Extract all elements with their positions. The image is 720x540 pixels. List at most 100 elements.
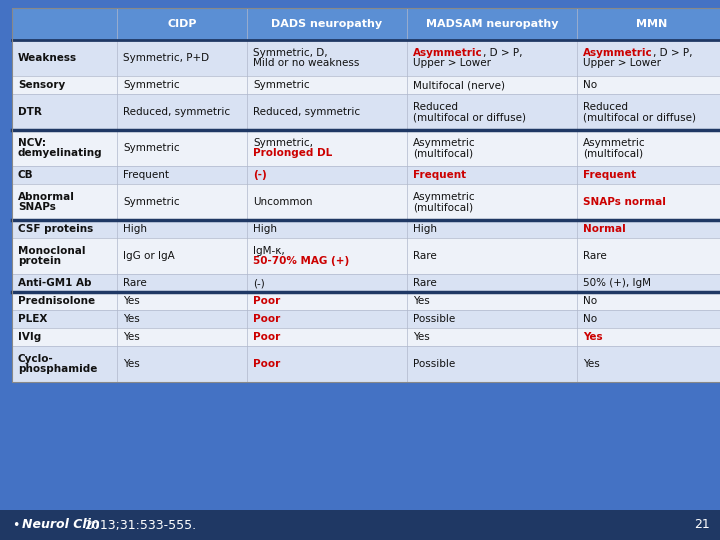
Text: Asymmetric: Asymmetric: [583, 138, 646, 148]
Text: No: No: [583, 80, 597, 90]
Bar: [247, 94, 407, 130]
Text: Normal: Normal: [583, 224, 626, 234]
Text: High: High: [123, 224, 147, 234]
Text: Frequent: Frequent: [413, 170, 466, 180]
Text: MMN: MMN: [636, 19, 667, 29]
Bar: [12, 8, 720, 382]
Bar: [12, 76, 117, 94]
Bar: [577, 8, 720, 40]
Text: Reduced: Reduced: [413, 102, 458, 112]
Bar: [247, 130, 407, 166]
Bar: [407, 76, 577, 94]
Text: 2013;31:533-555.: 2013;31:533-555.: [84, 518, 196, 531]
Text: Cyclo-: Cyclo-: [18, 354, 54, 364]
Bar: [577, 130, 720, 166]
Text: IgM-κ,: IgM-κ,: [253, 246, 284, 256]
Bar: [117, 94, 247, 130]
Text: Yes: Yes: [123, 359, 140, 369]
Text: Symmetric, D,: Symmetric, D,: [253, 48, 328, 58]
Text: Rare: Rare: [123, 278, 147, 288]
Bar: [247, 292, 407, 310]
Text: Poor: Poor: [253, 296, 280, 306]
Bar: [12, 166, 117, 184]
Text: Poor: Poor: [253, 314, 280, 324]
Bar: [247, 76, 407, 94]
Text: Symmetric: Symmetric: [123, 143, 179, 153]
Bar: [577, 40, 720, 76]
Bar: [117, 346, 247, 382]
Text: 21: 21: [694, 518, 710, 531]
Text: CB: CB: [18, 170, 34, 180]
Bar: [407, 8, 577, 40]
Text: (multifocal): (multifocal): [583, 148, 643, 158]
Text: Yes: Yes: [123, 296, 140, 306]
Text: Yes: Yes: [413, 296, 430, 306]
Text: Asymmetric: Asymmetric: [583, 48, 653, 58]
Bar: [407, 220, 577, 238]
Text: Rare: Rare: [583, 251, 607, 261]
Bar: [12, 8, 117, 40]
Text: SNAPs normal: SNAPs normal: [583, 197, 666, 207]
Bar: [577, 328, 720, 346]
Text: •: •: [12, 518, 19, 531]
Bar: [407, 238, 577, 274]
Bar: [12, 310, 117, 328]
Bar: [247, 166, 407, 184]
Bar: [12, 274, 117, 292]
Text: Possible: Possible: [413, 314, 455, 324]
Bar: [12, 94, 117, 130]
Text: SNAPs: SNAPs: [18, 202, 56, 212]
Bar: [117, 130, 247, 166]
Text: High: High: [413, 224, 437, 234]
Text: Monoclonal: Monoclonal: [18, 246, 86, 256]
Text: Poor: Poor: [253, 359, 280, 369]
Text: Rare: Rare: [413, 278, 437, 288]
Text: Frequent: Frequent: [583, 170, 636, 180]
Bar: [577, 220, 720, 238]
Text: IgG or IgA: IgG or IgA: [123, 251, 175, 261]
Text: Abnormal: Abnormal: [18, 192, 75, 202]
Bar: [577, 94, 720, 130]
Text: Yes: Yes: [123, 332, 140, 342]
Text: demyelinating: demyelinating: [18, 148, 103, 158]
Bar: [577, 310, 720, 328]
Bar: [12, 328, 117, 346]
Text: IVIg: IVIg: [18, 332, 41, 342]
Bar: [12, 238, 117, 274]
Bar: [12, 220, 117, 238]
Text: Sensory: Sensory: [18, 80, 66, 90]
Bar: [117, 166, 247, 184]
Text: MADSAM neuropathy: MADSAM neuropathy: [426, 19, 558, 29]
Bar: [577, 292, 720, 310]
Text: Asymmetric: Asymmetric: [413, 192, 476, 202]
Text: Yes: Yes: [413, 332, 430, 342]
Text: CSF proteins: CSF proteins: [18, 224, 94, 234]
Bar: [12, 130, 117, 166]
Bar: [407, 310, 577, 328]
Text: (multifocal or diffuse): (multifocal or diffuse): [413, 112, 526, 122]
Text: Anti-GM1 Ab: Anti-GM1 Ab: [18, 278, 91, 288]
Bar: [12, 346, 117, 382]
Bar: [577, 346, 720, 382]
Text: DADS neuropathy: DADS neuropathy: [271, 19, 382, 29]
Bar: [117, 328, 247, 346]
Text: Asymmetric: Asymmetric: [413, 138, 476, 148]
Text: Reduced: Reduced: [583, 102, 628, 112]
Bar: [247, 328, 407, 346]
Bar: [247, 8, 407, 40]
Bar: [407, 346, 577, 382]
Bar: [407, 274, 577, 292]
Bar: [577, 76, 720, 94]
Text: PLEX: PLEX: [18, 314, 48, 324]
Bar: [117, 238, 247, 274]
Text: Frequent: Frequent: [123, 170, 169, 180]
Text: Symmetric,: Symmetric,: [253, 138, 313, 148]
Bar: [247, 310, 407, 328]
Text: Symmetric: Symmetric: [123, 80, 179, 90]
Text: (-): (-): [253, 170, 266, 180]
Text: Mild or no weakness: Mild or no weakness: [253, 58, 359, 68]
Bar: [117, 76, 247, 94]
Text: Prolonged DL: Prolonged DL: [253, 148, 332, 158]
Text: NCV:: NCV:: [18, 138, 46, 148]
Bar: [247, 346, 407, 382]
